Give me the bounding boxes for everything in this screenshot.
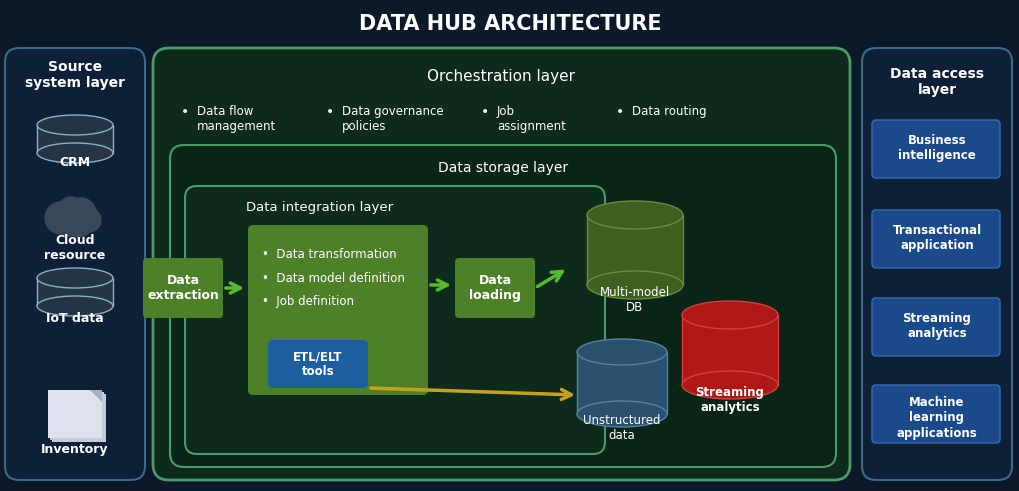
Ellipse shape <box>37 268 113 288</box>
Ellipse shape <box>586 271 683 299</box>
FancyBboxPatch shape <box>861 48 1011 480</box>
Text: Data storage layer: Data storage layer <box>437 161 568 175</box>
FancyBboxPatch shape <box>871 210 999 268</box>
FancyBboxPatch shape <box>871 298 999 356</box>
Text: Data governance
policies: Data governance policies <box>341 105 443 133</box>
Circle shape <box>66 211 92 237</box>
Text: Orchestration layer: Orchestration layer <box>427 69 575 83</box>
FancyBboxPatch shape <box>184 186 604 454</box>
FancyBboxPatch shape <box>5 48 145 480</box>
Bar <box>37 278 113 306</box>
FancyBboxPatch shape <box>153 48 849 480</box>
Text: Inventory: Inventory <box>41 443 109 457</box>
Ellipse shape <box>586 201 683 229</box>
Text: Multi-model
DB: Multi-model DB <box>599 286 669 314</box>
Circle shape <box>66 198 96 228</box>
Text: •: • <box>180 105 189 119</box>
Text: Data access
layer: Data access layer <box>890 67 983 97</box>
Ellipse shape <box>37 115 113 135</box>
FancyBboxPatch shape <box>170 145 836 467</box>
Text: •  Data model definition: • Data model definition <box>262 272 405 284</box>
Text: Transactional
application: Transactional application <box>892 224 980 252</box>
Ellipse shape <box>37 143 113 163</box>
Text: IoT data: IoT data <box>46 311 104 325</box>
Ellipse shape <box>37 296 113 316</box>
Circle shape <box>76 208 101 232</box>
Text: Data
extraction: Data extraction <box>147 274 219 302</box>
Text: Data flow
management: Data flow management <box>197 105 276 133</box>
Text: Business
intelligence: Business intelligence <box>898 134 975 162</box>
Ellipse shape <box>682 301 777 329</box>
Text: Streaming
analytics: Streaming analytics <box>695 386 763 414</box>
Circle shape <box>65 207 85 227</box>
Ellipse shape <box>577 339 666 365</box>
FancyBboxPatch shape <box>454 258 535 318</box>
Text: Data
loading: Data loading <box>469 274 521 302</box>
Text: •: • <box>325 105 334 119</box>
FancyBboxPatch shape <box>143 258 223 318</box>
Polygon shape <box>90 390 102 402</box>
Text: Source
system layer: Source system layer <box>25 60 125 90</box>
Ellipse shape <box>682 371 777 399</box>
FancyBboxPatch shape <box>871 385 999 443</box>
Ellipse shape <box>577 401 666 427</box>
Text: •  Job definition: • Job definition <box>262 295 354 307</box>
Text: ETL/ELT
tools: ETL/ELT tools <box>293 350 342 378</box>
FancyBboxPatch shape <box>248 225 428 395</box>
Text: CRM: CRM <box>59 156 91 168</box>
FancyBboxPatch shape <box>268 340 368 388</box>
Text: Data routing: Data routing <box>632 105 706 118</box>
Text: •: • <box>480 105 489 119</box>
Text: •: • <box>615 105 624 119</box>
Bar <box>682 315 777 385</box>
Text: Job
assignment: Job assignment <box>496 105 566 133</box>
Text: Cloud
resource: Cloud resource <box>44 234 106 262</box>
Text: Unstructured
data: Unstructured data <box>583 414 660 442</box>
Bar <box>586 215 683 285</box>
Text: DATA HUB ARCHITECTURE: DATA HUB ARCHITECTURE <box>359 14 660 34</box>
Circle shape <box>58 197 84 223</box>
Circle shape <box>58 214 79 236</box>
Bar <box>577 352 666 414</box>
FancyBboxPatch shape <box>48 390 102 438</box>
FancyBboxPatch shape <box>50 392 104 440</box>
FancyBboxPatch shape <box>871 120 999 178</box>
Circle shape <box>45 202 76 234</box>
Text: •  Data transformation: • Data transformation <box>262 248 396 262</box>
Text: Machine
learning
applications: Machine learning applications <box>896 397 976 439</box>
Text: Data integration layer: Data integration layer <box>247 201 393 215</box>
FancyBboxPatch shape <box>52 394 106 442</box>
Bar <box>37 125 113 153</box>
Text: Streaming
analytics: Streaming analytics <box>902 312 970 340</box>
